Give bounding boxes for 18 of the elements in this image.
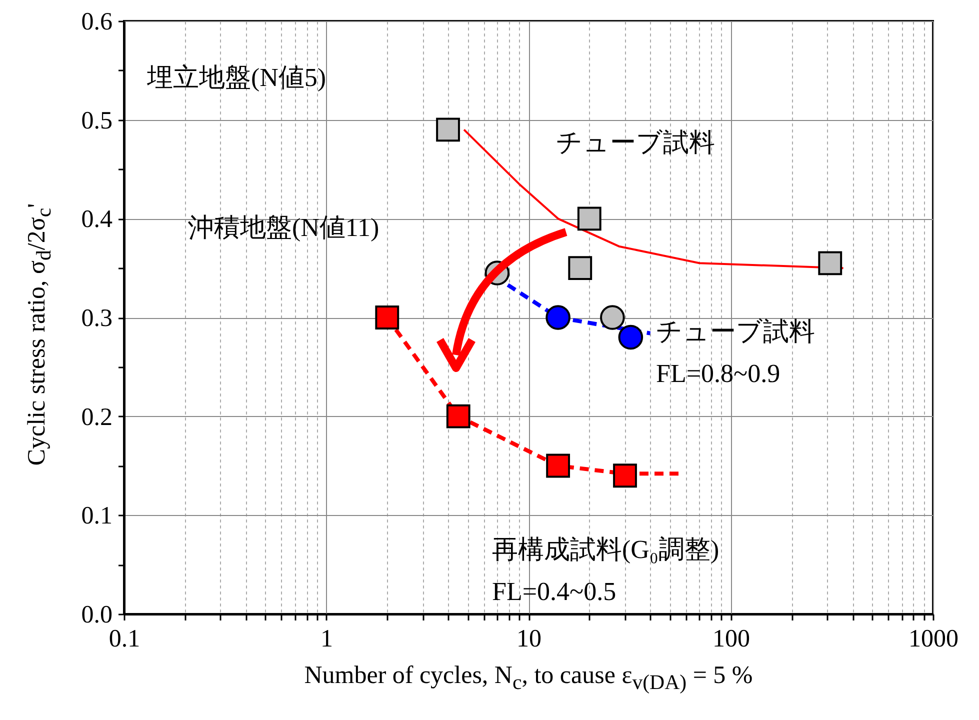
annotation: チューブ試料 <box>556 128 715 157</box>
annotation: チューブ試料 FL=0.8~0.9 <box>656 317 815 388</box>
x-tick-label: 10 <box>516 626 542 652</box>
annotation: 埋立地盤(N値5) <box>146 63 326 92</box>
x-axis-title: Number of cycles, N$_{c}$, to cause ε$_{v(DA)}$ = 5 % <box>303 662 754 695</box>
x-tick-label: 0.1 <box>108 626 140 652</box>
x-tick-label: 1000 <box>908 626 958 652</box>
y-tick-label: 0.1 <box>81 502 112 530</box>
y-tick-label: 0.5 <box>81 107 112 134</box>
y-tick-label: 0.2 <box>81 404 112 431</box>
y-tick-label: 0.0 <box>81 602 112 628</box>
x-tick-label: 100 <box>712 626 750 652</box>
y-tick-label: 0.3 <box>81 305 112 332</box>
annotation: 沖積地盤(N値11) <box>188 213 380 242</box>
x-tick-label: 1 <box>320 626 333 652</box>
y-tick-label: 0.6 <box>81 8 112 36</box>
annotation: 再構成試料(G₀調整) FL=0.4~0.5 <box>492 535 720 606</box>
y-tick-label: 0.4 <box>81 206 113 234</box>
